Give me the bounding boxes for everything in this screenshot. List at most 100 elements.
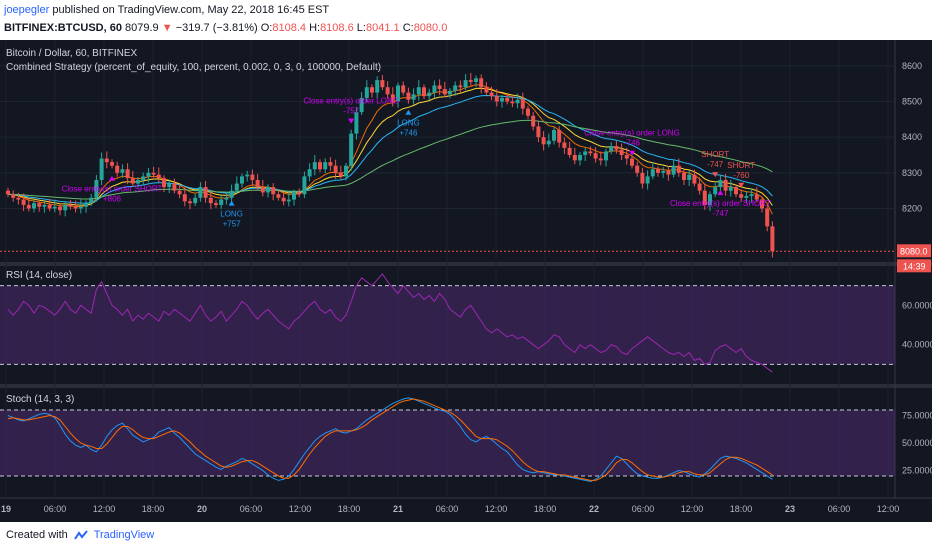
trade-arrow-icon — [712, 172, 719, 178]
footer-text: Created with TradingView — [6, 529, 154, 541]
countdown-tag — [897, 259, 931, 273]
candle-body — [193, 197, 198, 204]
candle-body — [702, 190, 707, 205]
candle-body — [292, 192, 296, 200]
candle-body — [318, 162, 322, 170]
published-info: published on TradingView.com, May 22, 20… — [52, 4, 330, 16]
candle-body — [240, 176, 244, 184]
candle-body — [749, 194, 754, 197]
candle-body — [630, 158, 634, 166]
candle-body — [182, 194, 187, 202]
candle-body — [214, 203, 218, 205]
candle-body — [448, 90, 452, 95]
y-tick-label: 8600 — [902, 61, 922, 71]
footer-brand[interactable]: TradingView — [93, 529, 155, 541]
high-value: 8108.6 — [320, 22, 354, 34]
candle-body — [578, 155, 582, 161]
x-tick-label: 06:00 — [436, 504, 459, 514]
candle-body — [94, 179, 99, 198]
candle-body — [474, 78, 478, 82]
tradingview-logo-icon — [73, 530, 88, 540]
candle-body — [380, 80, 385, 88]
candle-body — [84, 203, 88, 207]
candle-body — [266, 187, 270, 193]
x-tick-label: 18:00 — [730, 504, 753, 514]
open-value: 8108.4 — [272, 22, 306, 34]
header: joepegler published on TradingView.com, … — [0, 0, 932, 40]
candle-body — [619, 149, 624, 155]
candle-body — [47, 204, 52, 209]
candle-body — [375, 80, 380, 93]
candle-body — [16, 197, 21, 200]
stoch-tick-label: 25.0000 — [902, 466, 932, 476]
candle-body — [500, 97, 504, 102]
x-tick-label: 21 — [393, 504, 403, 514]
candle-body — [562, 142, 567, 148]
x-tick-label: 06:00 — [828, 504, 851, 514]
candle-body — [567, 147, 572, 155]
candle-body — [370, 87, 374, 93]
candle-body — [302, 176, 307, 195]
pane-separator — [0, 262, 932, 266]
candle-body — [136, 179, 140, 184]
candle-body — [281, 197, 286, 202]
candle-body — [125, 169, 130, 179]
high-label: H: — [309, 22, 321, 34]
y-tick-label: 8500 — [902, 97, 922, 107]
chart-area[interactable]: 8200 8300 8400 8500 8600 8080.0 14:39 Close ent… — [0, 40, 932, 522]
candle-body — [229, 190, 234, 198]
rsi-band — [0, 285, 895, 365]
rsi-tick-label: 60.0000 — [902, 300, 932, 310]
rsi-pane-title: RSI (14, close) — [6, 270, 73, 281]
trade-arrow-icon — [629, 150, 635, 156]
down-arrow-icon: ▼ — [161, 22, 173, 34]
quote-line: BITFINEX:BTCUSD, 60 8079.9 ▼ −319.7 (−3.… — [4, 22, 447, 34]
symbol: BITFINEX:BTCUSD, 60 — [4, 22, 122, 34]
trade-arrow-icon — [348, 118, 355, 124]
candle-body — [406, 92, 411, 100]
chart-canvas[interactable]: 8200 8300 8400 8500 8600 8080.0 14:39 Close ent… — [0, 40, 932, 522]
x-tick-label: 18:00 — [338, 504, 361, 514]
candle-body — [682, 172, 686, 180]
footer: Created with TradingView — [0, 522, 932, 550]
x-tick-label: 23 — [785, 504, 795, 514]
candle-body — [432, 85, 437, 93]
candle-body — [312, 162, 317, 170]
open-label: O: — [260, 22, 273, 34]
candle-body — [526, 108, 530, 116]
candle-body — [754, 194, 759, 200]
candle-body — [671, 165, 676, 175]
trade-label: SHORT — [727, 161, 755, 170]
candle-body — [162, 178, 166, 188]
candle-body — [58, 206, 62, 211]
candle-body — [437, 85, 442, 90]
candle-body — [531, 115, 536, 127]
candle-body — [442, 89, 447, 95]
author-link[interactable]: joepegler — [4, 4, 50, 16]
candle-body — [588, 151, 593, 154]
candle-body — [328, 162, 333, 166]
last-price-tag — [897, 244, 931, 258]
candle-body — [99, 158, 104, 180]
candle-body — [739, 194, 744, 198]
candle-body — [203, 187, 208, 198]
candle-body — [89, 197, 94, 204]
candle-body — [458, 85, 463, 88]
trade-value: -757 — [343, 107, 360, 116]
candle-body — [364, 87, 369, 98]
ema-line — [7, 87, 773, 206]
candle-body — [198, 187, 203, 198]
candle-body — [276, 194, 281, 198]
candle-body — [260, 187, 265, 193]
x-tick-label: 12:00 — [485, 504, 508, 514]
low-label: L: — [356, 22, 366, 34]
candle-body — [73, 206, 78, 209]
candle-body — [307, 169, 312, 177]
footer-created: Created with — [6, 529, 68, 541]
trade-arrow-icon — [109, 175, 115, 181]
candle-body — [728, 187, 733, 191]
trade-value: -747 — [712, 209, 729, 218]
candle-body — [323, 162, 328, 170]
candle-body — [333, 165, 338, 173]
candle-body — [52, 206, 57, 209]
